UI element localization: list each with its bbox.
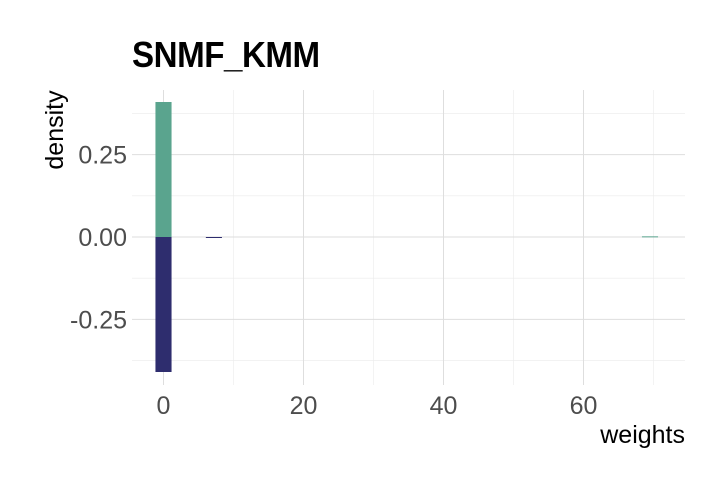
- histogram-bar: [641, 236, 659, 238]
- tick-label-layer: 0 20 40 60 -0.25 0.00 0.25: [70, 142, 597, 420]
- x-tick-label: 20: [290, 392, 318, 420]
- chart-title: SNMF_KMM: [132, 34, 320, 75]
- x-tick-label: 0: [157, 392, 171, 420]
- x-tick-label: 60: [570, 392, 598, 420]
- histogram-bar: [155, 102, 172, 237]
- bar-layer: [155, 102, 659, 372]
- histogram-bar: [155, 237, 172, 372]
- x-axis-title: weights: [599, 421, 685, 449]
- y-tick-label: -0.25: [70, 306, 127, 334]
- y-tick-label: 0.25: [78, 142, 127, 170]
- x-tick-label: 40: [430, 392, 458, 420]
- histogram-bar: [205, 237, 222, 238]
- y-axis-title: density: [41, 90, 69, 170]
- y-tick-label: 0.00: [78, 224, 127, 252]
